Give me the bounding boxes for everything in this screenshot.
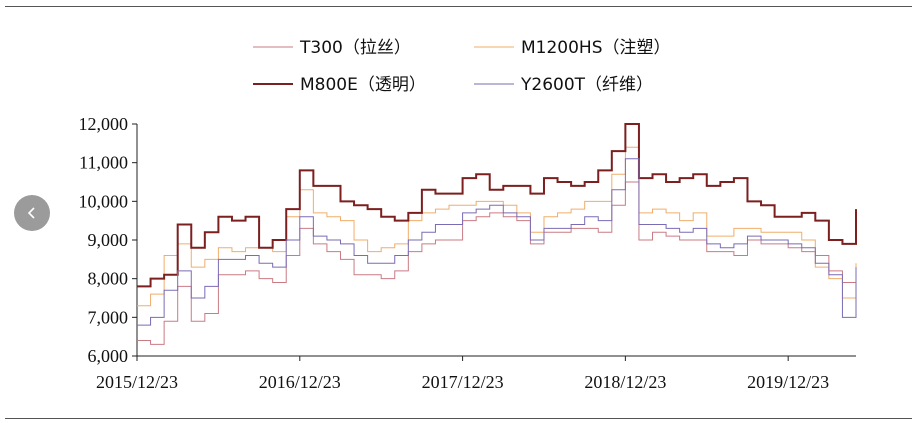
series-line-0 [137,181,857,345]
series-line-1 [137,146,857,307]
legend-label-3: Y2600T（纤维） [520,75,653,95]
x-tick-label: 2015/12/23 [96,372,178,392]
y-tick-label: 7,000 [88,307,129,327]
top-rule [5,6,912,7]
chevron-left-icon [27,207,35,219]
x-tick-label: 2018/12/23 [584,372,666,392]
legend-label-0: T300（拉丝） [299,38,411,58]
y-tick-label: 12,000 [79,114,129,134]
legend: T300（拉丝） M1200HS（注塑） M800E（透明） Y2600T（纤维） [253,38,671,95]
y-tick-label: 9,000 [88,230,129,250]
series-line-2 [137,123,857,288]
axes: 6,000 7,000 8,000 9,000 10,000 11,000 12,000 20… [79,114,856,392]
x-tick-label: 2016/12/23 [259,372,341,392]
y-tick-label: 6,000 [88,346,129,366]
x-tick-label: 2019/12/23 [747,372,829,392]
y-tick-label: 10,000 [79,191,129,211]
y-tick-label: 8,000 [88,269,129,289]
x-tick-label: 2017/12/23 [422,372,504,392]
previous-button[interactable] [14,195,50,231]
bottom-rule [5,418,912,419]
legend-label-1: M1200HS（注塑） [521,38,671,58]
series-layer [137,123,857,345]
legend-label-2: M800E（透明） [300,75,426,95]
series-line-3 [137,158,857,326]
y-tick-label: 11,000 [79,153,128,173]
